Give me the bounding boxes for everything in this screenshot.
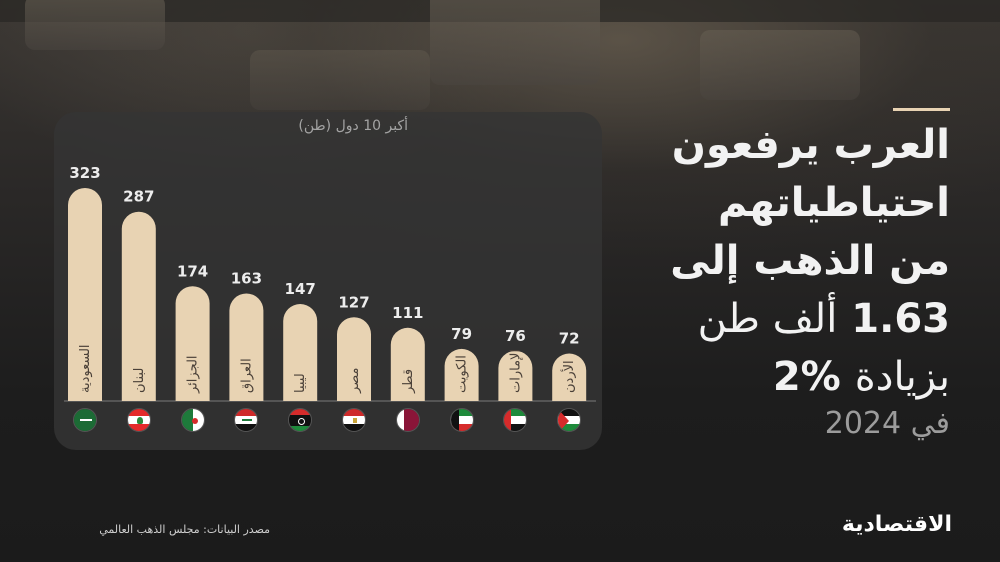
publisher-logo: الاقتصادية: [841, 512, 952, 537]
category-label: العراق: [239, 358, 254, 393]
egypt-flag-icon: [342, 408, 366, 432]
kuwait-flag-icon: [449, 408, 474, 432]
bar-value-label: 72: [559, 330, 580, 348]
headline-line-4: 1.63 ألف طن: [610, 290, 950, 348]
headline: العرب يرفعون احتياطياتهم من الذهب إلى 1.…: [610, 116, 950, 406]
bar-value-label: 163: [231, 270, 262, 288]
bar-value-label: 127: [338, 293, 369, 311]
category-label: السعودية: [78, 344, 93, 393]
bar-value-label: 76: [505, 327, 526, 345]
saudi-flag-icon: [73, 408, 97, 432]
jordan-flag-icon: [557, 408, 582, 432]
headline-line-3: من الذهب إلى: [670, 238, 950, 284]
category-label: لبنان: [132, 368, 147, 393]
headline-total-value: 1.63: [851, 296, 950, 342]
lebanon-flag-icon: [126, 408, 151, 432]
uae-flag-icon: [503, 408, 528, 432]
gold-bar-shape: [250, 50, 430, 110]
bar-value-label: 323: [69, 164, 100, 182]
gold-bar-shape: [430, 0, 600, 85]
category-label: الجزائر: [186, 355, 201, 394]
bar-2: [121, 211, 156, 401]
headline-increase-label: بزيادة: [854, 354, 950, 400]
category-label: مصر: [347, 368, 362, 394]
bar-value-label: 174: [177, 262, 208, 280]
headline-increase-value: 2%: [772, 354, 841, 400]
bar-1: [68, 188, 102, 401]
headline-line-1: العرب يرفعون: [671, 122, 950, 168]
gold-bar-shape: [25, 0, 165, 50]
qatar-flag-icon: [395, 408, 420, 432]
bar-7: [390, 327, 425, 401]
bar-9: [498, 350, 533, 401]
bar-8: [444, 348, 479, 401]
bar-5: [283, 304, 318, 401]
bar-3: [175, 286, 210, 401]
data-source: مصدر البيانات: مجلس الذهب العالمي: [99, 523, 270, 536]
bar-4: [229, 293, 264, 401]
headline-total-unit: ألف طن: [697, 296, 838, 342]
chart-subtitle: أكبر 10 دول (طن): [298, 118, 408, 134]
gold-bar-shape: [700, 30, 860, 100]
headline-year: في 2024: [824, 406, 950, 441]
headline-line-5: بزيادة 2%: [610, 348, 950, 406]
libya-flag-icon: [288, 408, 313, 432]
algeria-flag-icon: [180, 408, 205, 432]
category-label: ليبيا: [293, 373, 308, 393]
bar-value-label: 147: [285, 280, 316, 298]
category-label: الأردن: [560, 360, 577, 393]
iraq-flag-icon: [234, 408, 259, 432]
bar-10: [552, 353, 587, 401]
category-label: الكويت: [455, 355, 470, 393]
bar-value-label: 111: [392, 304, 423, 322]
bar-value-label: 79: [451, 325, 472, 343]
headline-line-2: احتياطياتهم: [717, 180, 950, 226]
headline-accent-rule: [893, 108, 950, 111]
category-label: الإمارات: [508, 349, 523, 393]
category-label: قطر: [401, 369, 416, 394]
bar-6: [337, 317, 371, 401]
bar-value-label: 287: [123, 188, 154, 206]
